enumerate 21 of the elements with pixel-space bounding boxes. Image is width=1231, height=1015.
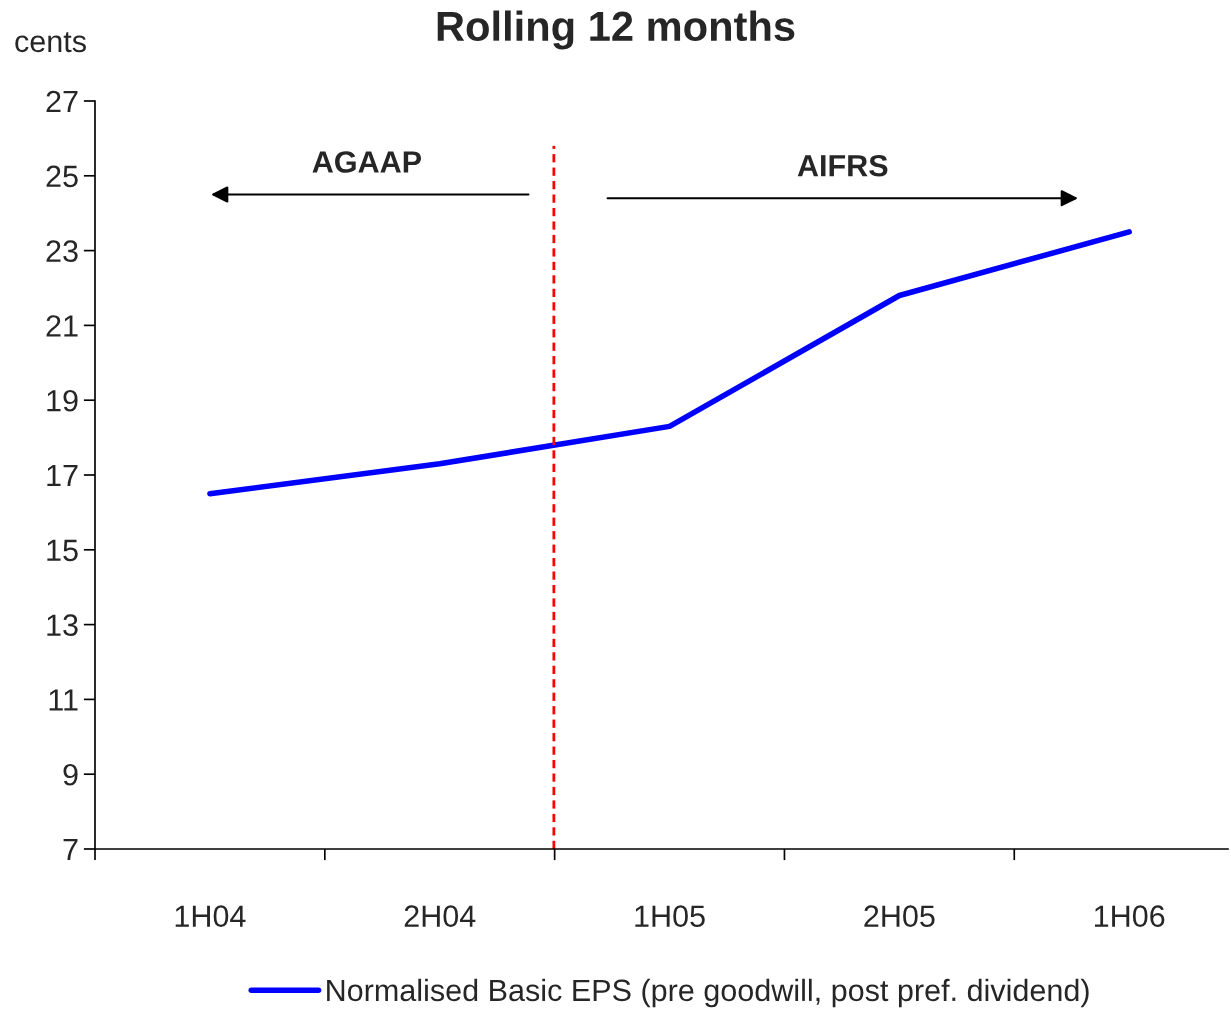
y-tick-label: 17 bbox=[47, 465, 78, 487]
chart-title: Rolling 12 months bbox=[437, 10, 795, 50]
annotation: AIFRS bbox=[797, 154, 888, 177]
x-tick-label: 2H05 bbox=[864, 905, 935, 927]
x-tick-label: 1H05 bbox=[635, 905, 705, 927]
x-tick-label: 1H04 bbox=[175, 905, 246, 927]
legend-label: Normalised Basic EPS (pre goodwill, post pref. dividend) bbox=[327, 978, 1089, 1008]
x-tick-label: 2H04 bbox=[404, 905, 476, 927]
y-tick-label: 21 bbox=[46, 315, 78, 337]
y-tick-label: 19 bbox=[47, 389, 78, 412]
y-tick-label: 7 bbox=[63, 839, 78, 861]
y-tick-label: 9 bbox=[63, 763, 78, 786]
y-tick-label: 11 bbox=[49, 689, 78, 711]
annotation: AGAAP bbox=[312, 151, 422, 173]
x-tick-label: 1H06 bbox=[1094, 905, 1165, 927]
y-tick-label: 15 bbox=[47, 539, 78, 562]
y-tick-label: 13 bbox=[47, 614, 78, 636]
y-tick-label: 25 bbox=[46, 165, 78, 188]
y-tick-label: 27 bbox=[46, 90, 78, 113]
y-axis-title: cents bbox=[15, 32, 86, 53]
y-tick-label: 23 bbox=[46, 240, 78, 262]
